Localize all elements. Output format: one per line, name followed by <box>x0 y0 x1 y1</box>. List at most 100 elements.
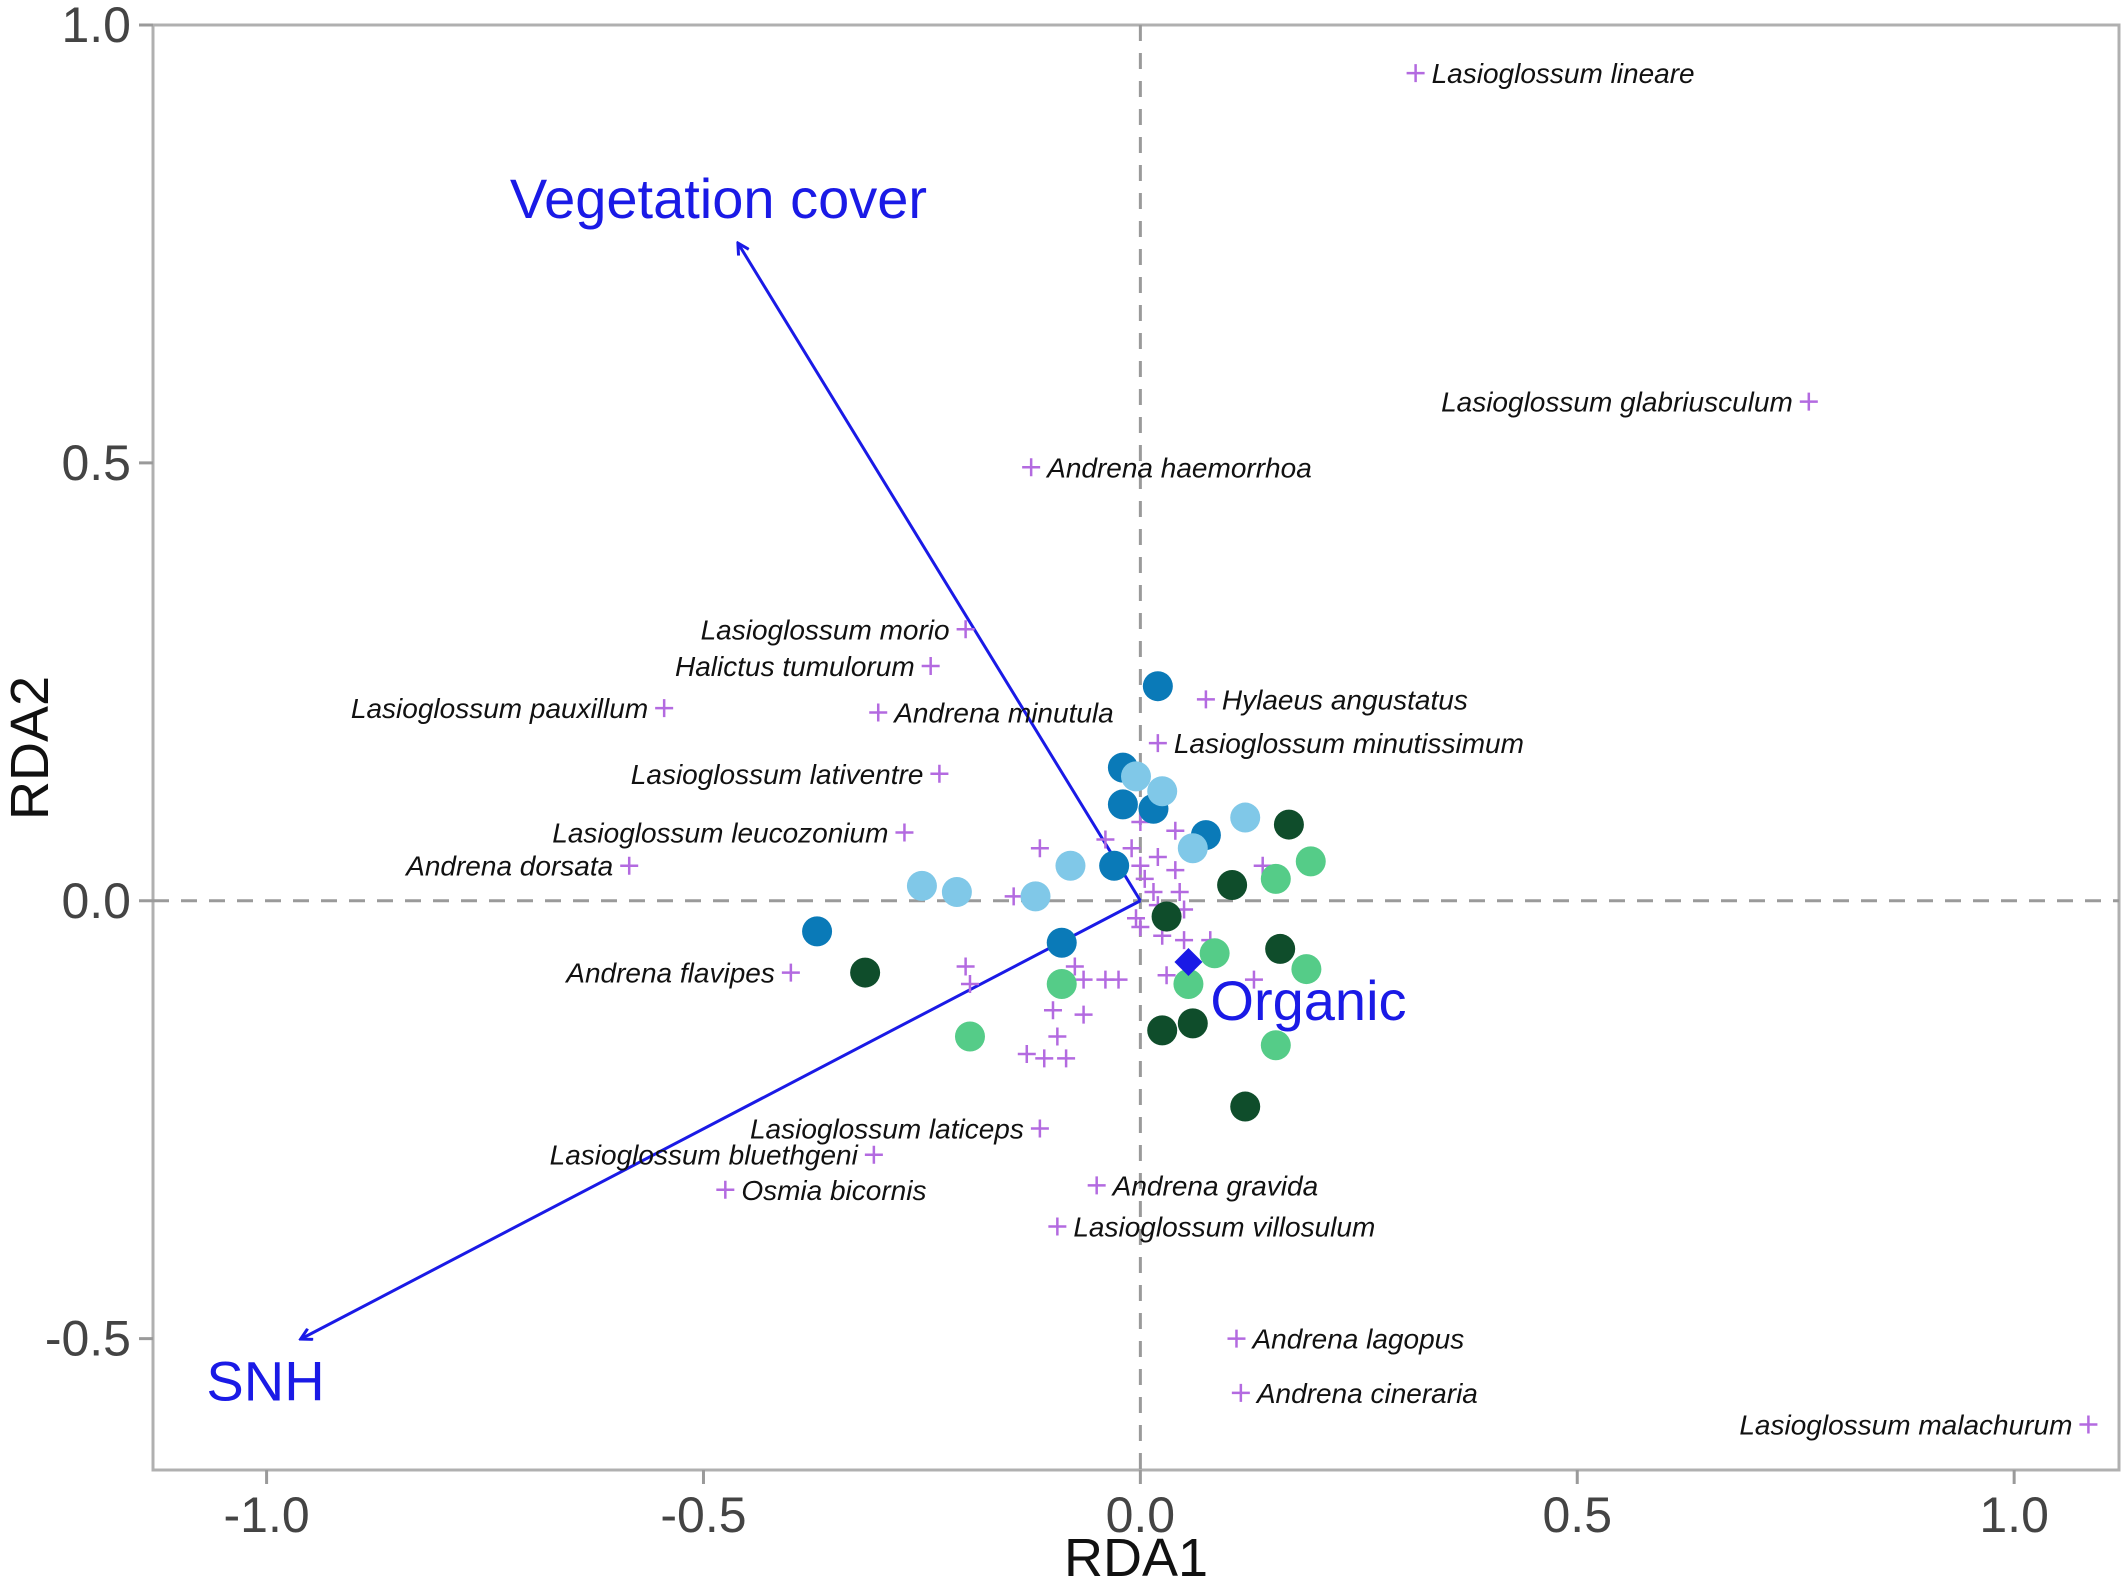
site-point-dark-blue <box>802 916 833 947</box>
site-point-dark-green <box>1265 933 1296 964</box>
species-marker <box>1022 458 1041 477</box>
species-label: Andrena gravida <box>1111 1170 1318 1201</box>
arrow-label: Vegetation cover <box>510 167 927 230</box>
x-tick-label: -0.5 <box>660 1487 746 1543</box>
environment-arrows: Vegetation cover SNH <box>206 167 1142 1413</box>
site-point-light-blue <box>1121 761 1151 792</box>
axis-ticks: -1.0 -0.5 0.0 0.5 1.0 -0.5 0.0 0.5 1.0 <box>45 0 2049 1543</box>
plot-panel <box>151 23 2121 1472</box>
species-label: Osmia bicornis <box>741 1175 926 1206</box>
site-point-light-green <box>1199 938 1230 969</box>
species-marker <box>1035 1049 1054 1068</box>
species-marker <box>921 657 940 676</box>
species-label: Lasioglossum pauxillum <box>351 693 648 724</box>
species-marker <box>1166 821 1185 840</box>
species-marker <box>1175 931 1194 950</box>
centroid-label: Organic <box>1210 969 1406 1032</box>
species-label: Andrena minutula <box>892 697 1113 728</box>
species-marker <box>1017 1045 1036 1064</box>
reference-lines <box>153 25 2119 1470</box>
species-label: Lasioglossum bluethgeni <box>550 1140 859 1171</box>
x-axis-title: RDA1 <box>1064 1528 1208 1587</box>
species-label: Andrena lagopus <box>1250 1324 1464 1355</box>
site-point-light-green <box>1260 1030 1291 1061</box>
species-marker <box>1148 847 1167 866</box>
site-point-dark-blue <box>1046 927 1077 958</box>
site-point-light-blue <box>1020 881 1051 912</box>
species-label: Lasioglossum minutissimum <box>1174 728 1524 759</box>
species-marker <box>956 620 975 639</box>
species-marker <box>1231 1383 1250 1402</box>
species-marker <box>895 823 914 842</box>
species-marker <box>1144 883 1163 901</box>
species-marker <box>956 957 975 976</box>
species-label: Lasioglossum leucozonium <box>552 817 888 848</box>
arrow-line <box>302 899 1142 1339</box>
site-point-light-blue <box>1230 802 1261 833</box>
species-marker <box>620 856 639 875</box>
site-point-dark-blue <box>1142 671 1173 702</box>
y-axis-title: RDA2 <box>0 676 60 820</box>
species-label: Lasioglossum lineare <box>1432 58 1695 89</box>
species-label: Lasioglossum laticeps <box>750 1113 1024 1144</box>
species-marker <box>960 974 979 993</box>
species-marker <box>1122 839 1141 858</box>
species-label: Andrena dorsata <box>404 851 613 882</box>
species-marker <box>1109 970 1128 989</box>
species-marker <box>1148 734 1167 753</box>
species-marker <box>1057 1049 1076 1068</box>
factor-centroids: Organic <box>1174 948 1407 1032</box>
species-marker <box>1196 690 1215 709</box>
species-label: Hylaeus angustatus <box>1222 684 1468 715</box>
y-tick-label: 0.0 <box>61 873 131 929</box>
species-marker <box>1131 856 1150 875</box>
site-points <box>802 671 1326 1122</box>
species-marker <box>1131 918 1150 937</box>
species-marker <box>1170 883 1189 901</box>
species-marker <box>1065 957 1084 976</box>
site-point-dark-green <box>1177 1008 1208 1039</box>
species-marker <box>1799 392 1818 411</box>
species-marker <box>1048 1217 1067 1236</box>
species-label: Lasioglossum villosulum <box>1073 1212 1375 1243</box>
arrow-line <box>738 244 1142 902</box>
species-marker <box>1127 909 1145 928</box>
species-label: Halictus tumulorum <box>675 651 915 682</box>
site-point-dark-green <box>1151 901 1182 932</box>
species-marker <box>1087 1176 1106 1195</box>
species-marker <box>1043 1001 1062 1020</box>
species-marker <box>864 1145 883 1164</box>
site-point-dark-green <box>850 957 881 988</box>
species-marker <box>930 764 949 783</box>
site-point-light-green <box>954 1021 985 1052</box>
site-point-dark-green <box>1273 809 1304 840</box>
y-tick-label: 0.5 <box>61 435 131 491</box>
species-marker <box>716 1180 735 1199</box>
species-marker <box>655 699 674 718</box>
species-marker <box>1048 1027 1067 1046</box>
species-markers: Lasioglossum lineare Lasioglossum glabriu… <box>351 58 2098 1440</box>
centroid-diamond <box>1174 948 1203 977</box>
y-tick-label: 1.0 <box>61 0 131 53</box>
species-label: Lasioglossum malachurum <box>1739 1409 2072 1440</box>
x-tick-label: 1.0 <box>1979 1487 2049 1543</box>
species-marker <box>1074 1005 1093 1024</box>
species-label: Lasioglossum morio <box>701 614 950 645</box>
species-marker <box>1030 1119 1049 1138</box>
species-marker <box>1004 887 1023 906</box>
species-marker <box>2079 1415 2098 1434</box>
species-marker <box>1030 839 1049 858</box>
species-marker <box>1406 64 1425 83</box>
site-point-dark-green <box>1230 1091 1261 1122</box>
y-tick-label: -0.5 <box>45 1311 131 1367</box>
species-marker <box>1166 861 1185 880</box>
site-point-dark-blue <box>1107 789 1138 820</box>
x-tick-label: 0.0 <box>1106 1487 1176 1543</box>
species-marker <box>1157 966 1176 985</box>
species-marker <box>781 963 800 982</box>
site-point-light-green <box>1260 863 1291 894</box>
site-point-dark-green <box>1217 869 1248 900</box>
site-point-light-green <box>1291 954 1322 985</box>
x-tick-label: 0.5 <box>1543 1487 1613 1543</box>
x-tick-label: -1.0 <box>224 1487 310 1543</box>
